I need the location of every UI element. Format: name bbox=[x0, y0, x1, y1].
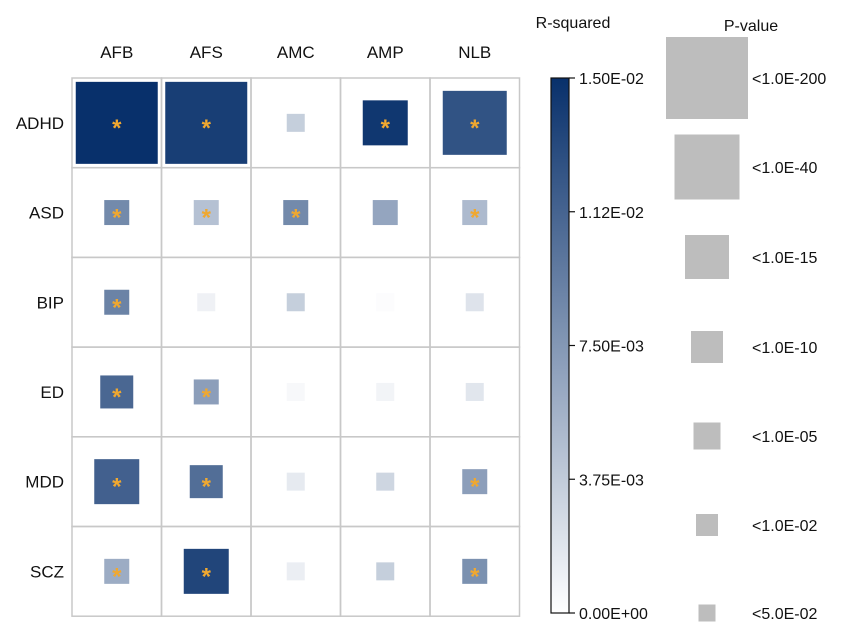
significance-star: * bbox=[470, 563, 480, 590]
heatmap-cell-asd-amc bbox=[283, 200, 309, 226]
significance-star: * bbox=[112, 474, 122, 501]
size-legend-label: <5.0E-02 bbox=[752, 606, 817, 622]
row-label: MDD bbox=[25, 473, 64, 492]
significance-star: * bbox=[381, 115, 391, 142]
heatmap-cell-asd-amp bbox=[372, 200, 398, 226]
column-label: AMP bbox=[367, 43, 404, 62]
column-label: AFB bbox=[100, 43, 133, 62]
color-legend: R-squared 1.50E-02 1.12E-02 7.50E-03 3.75E-… bbox=[536, 15, 648, 622]
heatmap-cell-scz-amp bbox=[376, 562, 395, 581]
row-label: ED bbox=[40, 383, 64, 402]
significance-star: * bbox=[202, 563, 212, 590]
heatmap-cell-ed-afs bbox=[193, 379, 219, 405]
heatmap-cell-scz-afs bbox=[183, 548, 229, 594]
heatmap-cell-adhd-amp bbox=[362, 100, 408, 146]
significance-star: * bbox=[291, 205, 301, 232]
color-bar-tick-label: 1.50E-02 bbox=[579, 71, 644, 88]
column-label: NLB bbox=[458, 43, 491, 62]
color-bar-tick-label: 1.12E-02 bbox=[579, 205, 644, 222]
size-legend-swatch bbox=[691, 331, 723, 363]
column-label: AMC bbox=[277, 43, 315, 62]
heatmap-cell-ed-nlb bbox=[465, 382, 484, 401]
heatmap-cell-mdd-nlb bbox=[462, 469, 488, 495]
row-label: SCZ bbox=[30, 562, 64, 581]
heatmap-cell-scz-nlb bbox=[462, 558, 488, 584]
significance-star: * bbox=[202, 384, 212, 411]
heatmap-cell-ed-amc bbox=[286, 382, 305, 401]
heatmap-cell-mdd-amc bbox=[286, 472, 305, 491]
heatmap-cell-asd-afs bbox=[193, 200, 219, 226]
significance-star: * bbox=[112, 294, 122, 321]
size-legend-swatch bbox=[693, 422, 721, 450]
heatmap-cell-scz-amc bbox=[286, 562, 305, 581]
size-legend-swatch bbox=[685, 235, 729, 279]
color-bar-tick-label: 0.00E+00 bbox=[579, 606, 648, 622]
heatmap-cell-adhd-afs bbox=[165, 81, 248, 164]
significance-star: * bbox=[112, 384, 122, 411]
heatmap-cell-ed-amp bbox=[376, 382, 395, 401]
grid-cell bbox=[429, 525, 521, 617]
significance-star: * bbox=[470, 205, 480, 232]
heatmap-cell-adhd-amc bbox=[286, 113, 305, 132]
size-legend-swatch bbox=[666, 37, 748, 119]
color-bar-tick-label: 3.75E-03 bbox=[579, 472, 644, 489]
heatmap-cell-mdd-afs bbox=[189, 465, 223, 499]
heatmap-cell-asd-nlb bbox=[462, 200, 488, 226]
grid bbox=[71, 77, 521, 617]
size-legend-swatch bbox=[674, 134, 740, 200]
size-legend-swatch bbox=[698, 604, 716, 622]
significance-star: * bbox=[202, 474, 212, 501]
heatmap-cell-asd-afb bbox=[104, 200, 130, 226]
color-legend-title: R-squared bbox=[536, 15, 611, 32]
size-legend-label: <1.0E-200 bbox=[752, 71, 826, 88]
heatmap-cell-adhd-nlb bbox=[442, 90, 507, 155]
heatmap-cell-bip-amc bbox=[286, 293, 305, 312]
significance-star: * bbox=[112, 563, 122, 590]
significance-star: * bbox=[470, 474, 480, 501]
heatmap-cell-adhd-afb bbox=[75, 81, 158, 164]
row-label: ASD bbox=[29, 204, 64, 223]
heatmap-cell-scz-afb bbox=[104, 558, 130, 584]
size-legend-label: <1.0E-02 bbox=[752, 518, 817, 535]
heatmap-cell-mdd-amp bbox=[376, 472, 395, 491]
row-label: BIP bbox=[37, 293, 64, 312]
heatmap-cell-bip-nlb bbox=[465, 293, 484, 312]
cells: * * * * * * * * * * * * * * * * * bbox=[75, 81, 507, 594]
heatmap-cell-bip-afb bbox=[104, 289, 130, 315]
significance-star: * bbox=[202, 205, 212, 232]
color-bar bbox=[550, 77, 570, 614]
size-legend: P-value <1.0E-200 <1.0E-40 <1.0E-15 <1.0E-1… bbox=[666, 18, 826, 622]
size-legend-label: <1.0E-15 bbox=[752, 250, 817, 267]
column-label: AFS bbox=[190, 43, 223, 62]
heatmap-cell-bip-amp bbox=[376, 293, 395, 312]
significance-star: * bbox=[112, 115, 122, 142]
heatmap-cell-mdd-afb bbox=[94, 459, 140, 505]
heatmap-cell-bip-afs bbox=[197, 293, 216, 312]
significance-star: * bbox=[112, 205, 122, 232]
heatmap-cell-ed-afb bbox=[100, 375, 134, 409]
significance-star: * bbox=[202, 115, 212, 142]
axis-labels: AFB AFS AMC AMP NLB ADHD ASD BIP ED MDD SCZ bbox=[16, 43, 491, 581]
size-legend-label: <1.0E-40 bbox=[752, 160, 817, 177]
significance-star: * bbox=[470, 115, 480, 142]
size-legend-label: <1.0E-10 bbox=[752, 340, 817, 357]
color-bar-tick-label: 7.50E-03 bbox=[579, 339, 644, 356]
size-legend-label: <1.0E-05 bbox=[752, 429, 817, 446]
size-legend-title: P-value bbox=[724, 18, 778, 35]
size-legend-swatch bbox=[696, 514, 718, 536]
row-label: ADHD bbox=[16, 114, 64, 133]
